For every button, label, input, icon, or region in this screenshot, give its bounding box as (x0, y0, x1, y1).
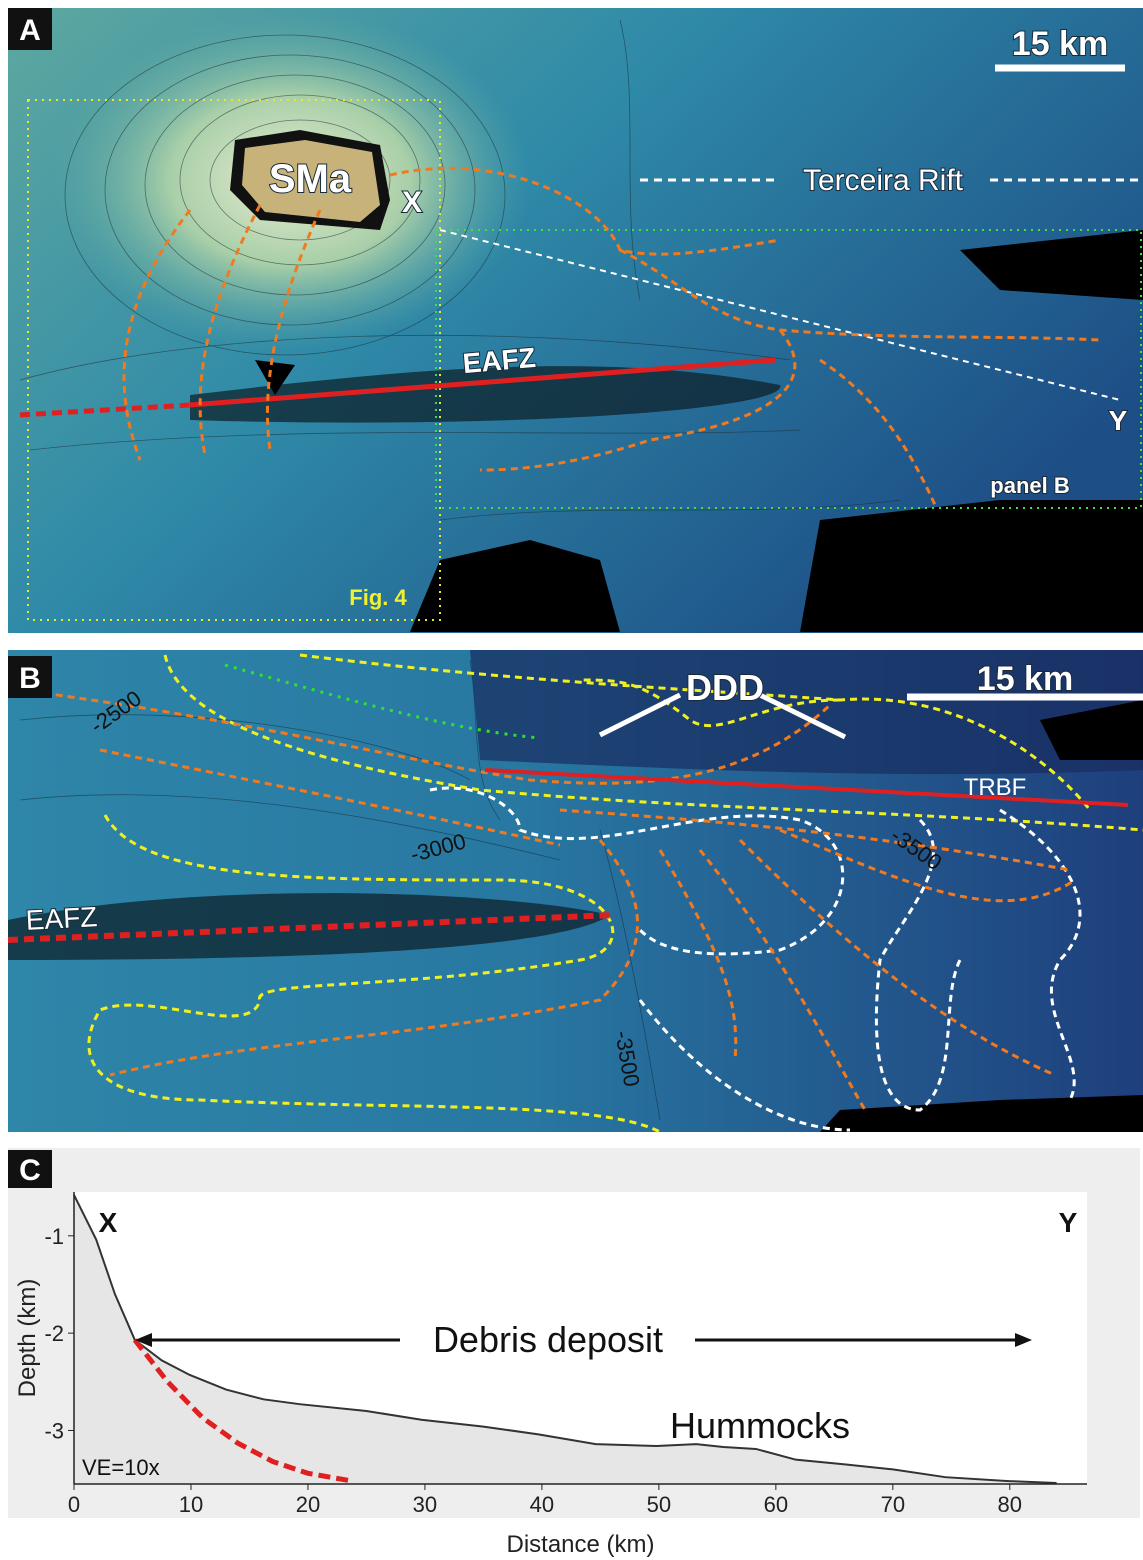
map-label: EAFZ (461, 342, 537, 379)
x-tick-label: 0 (68, 1492, 80, 1517)
map-label: DDD (686, 667, 764, 708)
panel-letter: B (19, 662, 41, 695)
map-label: Y (1109, 405, 1128, 436)
scale-label: 15 km (977, 660, 1073, 698)
map-label: EAFZ (25, 901, 98, 936)
map-label: panel B (990, 473, 1069, 498)
y-tick-label: -1 (44, 1224, 64, 1249)
figure: A 15 km SMa X Terceira Rift EAFZ Y panel… (0, 0, 1143, 1560)
map-label: X (402, 186, 422, 219)
panel-b: B 15 km DDD TRBF EAFZ -2500 -3000 -3500 … (8, 650, 1143, 1132)
map-label: Fig. 4 (349, 585, 407, 610)
annotation: VE=10x (82, 1455, 160, 1480)
y-tick-label: -2 (44, 1321, 64, 1346)
x-tick-label: 30 (413, 1492, 437, 1517)
panel-letter: A (19, 14, 41, 47)
y-tick-label: -3 (44, 1418, 64, 1443)
x-tick-label: 80 (998, 1492, 1022, 1517)
page: A 15 km SMa X Terceira Rift EAFZ Y panel… (0, 0, 1143, 1560)
scale-label: 15 km (1012, 25, 1108, 63)
annotation: Hummocks (670, 1405, 850, 1446)
x-tick-label: 50 (647, 1492, 671, 1517)
annotation: X (99, 1207, 118, 1238)
x-tick-label: 10 (179, 1492, 203, 1517)
no-data (800, 500, 1143, 632)
annotation: Debris deposit (433, 1319, 663, 1360)
map-label: Terceira Rift (803, 164, 964, 197)
y-axis-label: Depth (km) (14, 1279, 41, 1398)
panel-a: A 15 km SMa X Terceira Rift EAFZ Y panel… (8, 8, 1143, 633)
x-tick-label: 60 (764, 1492, 788, 1517)
map-label: TRBF (964, 774, 1027, 801)
x-tick-label: 40 (530, 1492, 554, 1517)
x-tick-label: 20 (296, 1492, 320, 1517)
x-axis-label: Distance (km) (506, 1531, 654, 1558)
map-label: SMa (269, 157, 352, 201)
annotation: Y (1059, 1207, 1078, 1238)
x-tick-label: 70 (881, 1492, 905, 1517)
panel-letter: C (19, 1154, 41, 1187)
